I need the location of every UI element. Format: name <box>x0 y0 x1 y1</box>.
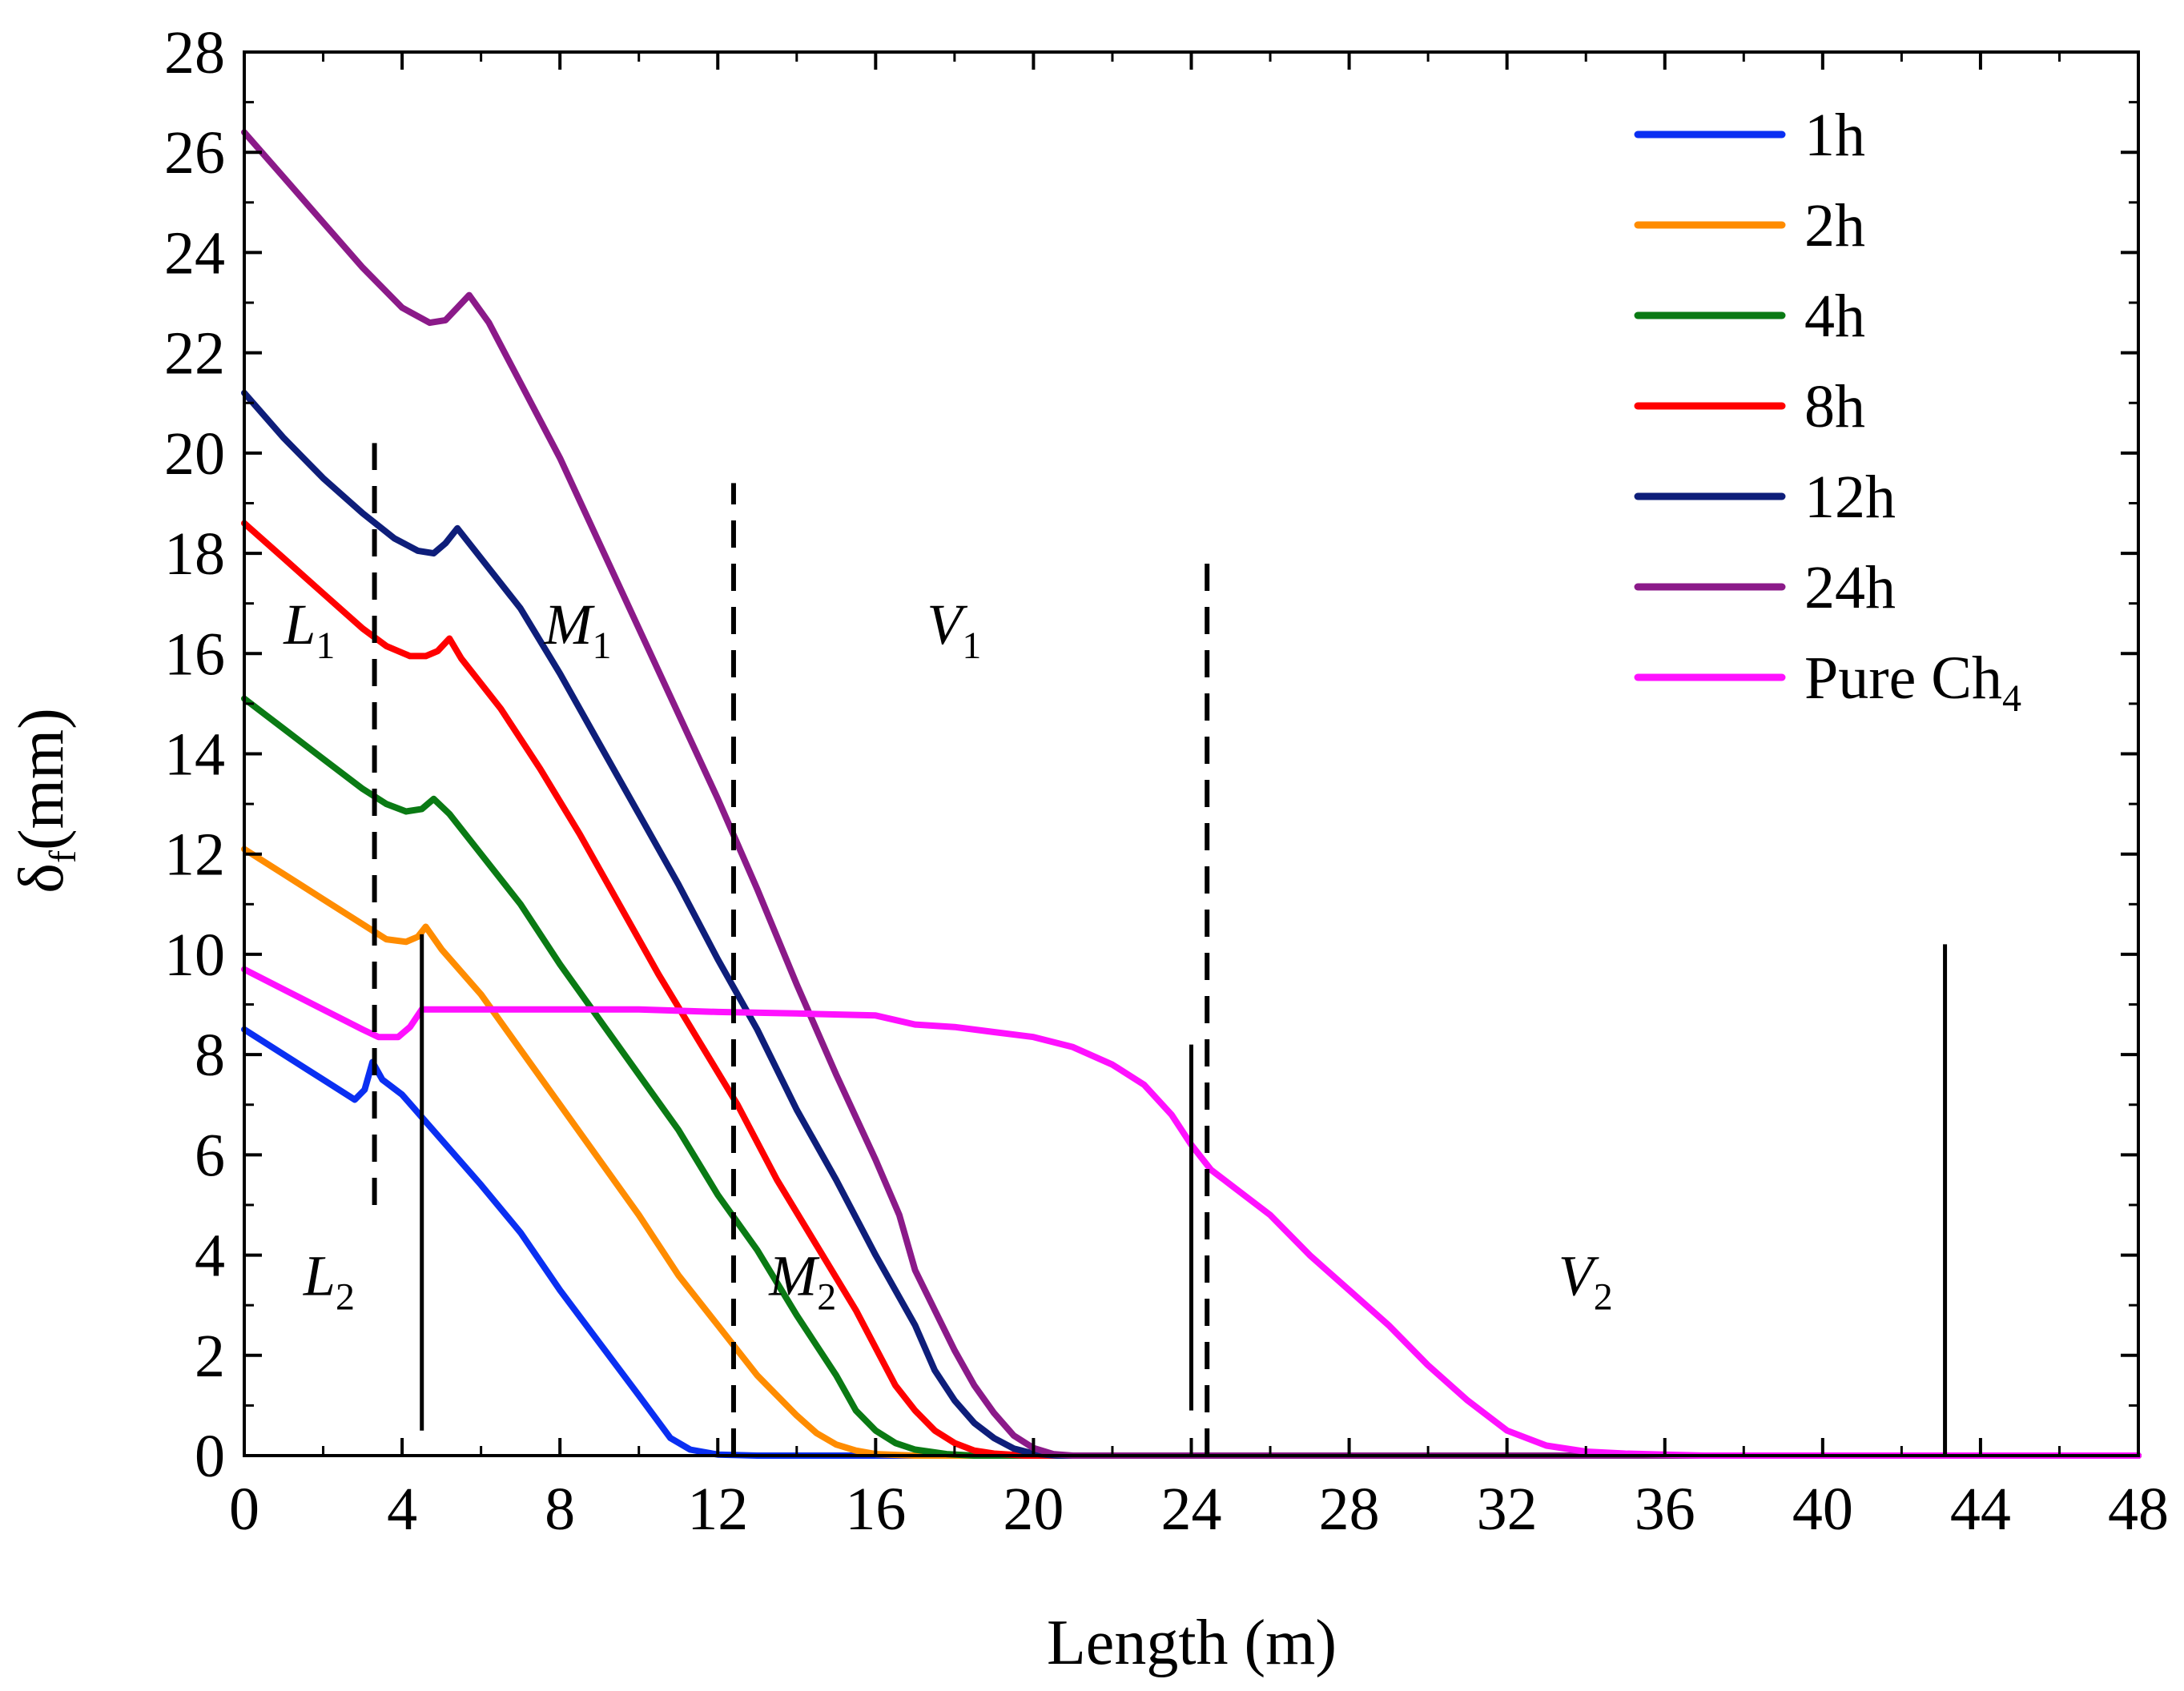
region-label-l1: L1 <box>283 592 335 667</box>
y-tick-label: 2 <box>195 1323 225 1390</box>
series-line-pure-ch4 <box>241 966 2142 1459</box>
region-label-l1-subscript: 1 <box>316 625 335 667</box>
y-tick-label: 10 <box>164 922 225 989</box>
x-tick-label: 28 <box>1319 1476 1380 1543</box>
y-tick-label: 14 <box>164 721 225 789</box>
y-tick-label: 16 <box>164 621 225 688</box>
region-label-l2: L2 <box>303 1244 355 1319</box>
y-tick-label: 22 <box>164 320 225 388</box>
axis-ticks: 0 4 8 12 16 20 24 28 32 36 40 44 4802468101214161820… <box>164 19 2169 1543</box>
legend-label-subscript: 4 <box>2002 677 2021 720</box>
region-label-m1-subscript: 1 <box>592 625 611 667</box>
region-label-v1-subscript: 1 <box>962 625 981 667</box>
series-line-12h <box>241 389 2142 1459</box>
legend-label-4h: 4h <box>1804 283 1865 350</box>
y-tick-label: 0 <box>195 1423 225 1490</box>
x-tick-label: 24 <box>1161 1476 1222 1543</box>
y-tick-label: 26 <box>164 119 225 187</box>
legend: 1h 2h 4h 8h 12h 24h Pure Ch4 <box>1634 102 2021 720</box>
series-line-24h <box>241 129 2142 1459</box>
x-tick-label: 20 <box>1003 1476 1064 1543</box>
y-axis-title-unit: (mm) <box>6 708 77 850</box>
x-tick-label: 12 <box>687 1476 748 1543</box>
reference-lines <box>372 443 1948 1456</box>
region-label-l1-letter: L <box>283 592 316 657</box>
y-axis-title: δf(mm) <box>6 708 84 893</box>
x-axis-title: Length (m) <box>1047 1608 1337 1678</box>
region-label-v1: V1 <box>927 592 981 667</box>
series-layer <box>241 129 2142 1459</box>
x-tick-label: 48 <box>2108 1476 2169 1543</box>
y-tick-label: 28 <box>164 19 225 86</box>
legend-label-text: 4h <box>1804 283 1865 350</box>
x-tick-label: 16 <box>845 1476 906 1543</box>
legend-label-2h: 2h <box>1804 192 1865 259</box>
region-label-l2-subscript: 2 <box>336 1276 355 1319</box>
x-tick-label: 0 <box>229 1476 259 1543</box>
legend-label-12h: 12h <box>1804 464 1896 531</box>
legend-label-text: 1h <box>1804 102 1865 169</box>
y-tick-label: 12 <box>164 821 225 889</box>
legend-label-text: 24h <box>1804 554 1896 621</box>
region-label-m2-letter: M <box>768 1244 820 1308</box>
series-line-2h <box>241 846 2142 1459</box>
legend-label-text: 2h <box>1804 192 1865 259</box>
legend-label-8h: 8h <box>1804 373 1865 440</box>
region-label-v2-letter: V <box>1559 1244 1599 1308</box>
legend-label-text: Pure Ch <box>1804 645 2002 712</box>
y-tick-label: 18 <box>164 520 225 588</box>
series-line-1h <box>241 1026 2142 1459</box>
y-tick-label: 8 <box>195 1022 225 1089</box>
y-tick-label: 4 <box>195 1223 225 1290</box>
region-label-m2: M2 <box>768 1244 836 1319</box>
y-tick-label: 6 <box>195 1122 225 1189</box>
legend-label-text: 12h <box>1804 464 1896 531</box>
x-tick-label: 44 <box>1950 1476 2011 1543</box>
region-label-v2-subscript: 2 <box>1594 1276 1613 1319</box>
region-label-m1: M1 <box>543 592 611 667</box>
region-label-m2-subscript: 2 <box>817 1276 836 1319</box>
legend-label-text: 8h <box>1804 373 1865 440</box>
x-tick-label: 4 <box>387 1476 417 1543</box>
legend-label-1h: 1h <box>1804 102 1865 169</box>
y-tick-label: 20 <box>164 420 225 488</box>
y-axis-title-symbol: δ <box>6 863 77 894</box>
series-line-4h <box>241 695 2142 1459</box>
region-label-l2-letter: L <box>303 1244 336 1308</box>
legend-label-pure-ch4: Pure Ch4 <box>1804 645 2021 720</box>
x-tick-label: 32 <box>1477 1476 1538 1543</box>
x-tick-label: 40 <box>1792 1476 1853 1543</box>
y-axis-title-subscript: f <box>42 850 84 863</box>
series-line-8h <box>241 520 2142 1459</box>
region-label-m1-letter: M <box>543 592 595 657</box>
region-label-v1-letter: V <box>927 592 967 657</box>
legend-label-24h: 24h <box>1804 554 1896 621</box>
x-tick-label: 8 <box>545 1476 575 1543</box>
region-label-v2: V2 <box>1559 1244 1613 1319</box>
y-tick-label: 24 <box>164 219 225 287</box>
x-tick-label: 36 <box>1635 1476 1695 1543</box>
